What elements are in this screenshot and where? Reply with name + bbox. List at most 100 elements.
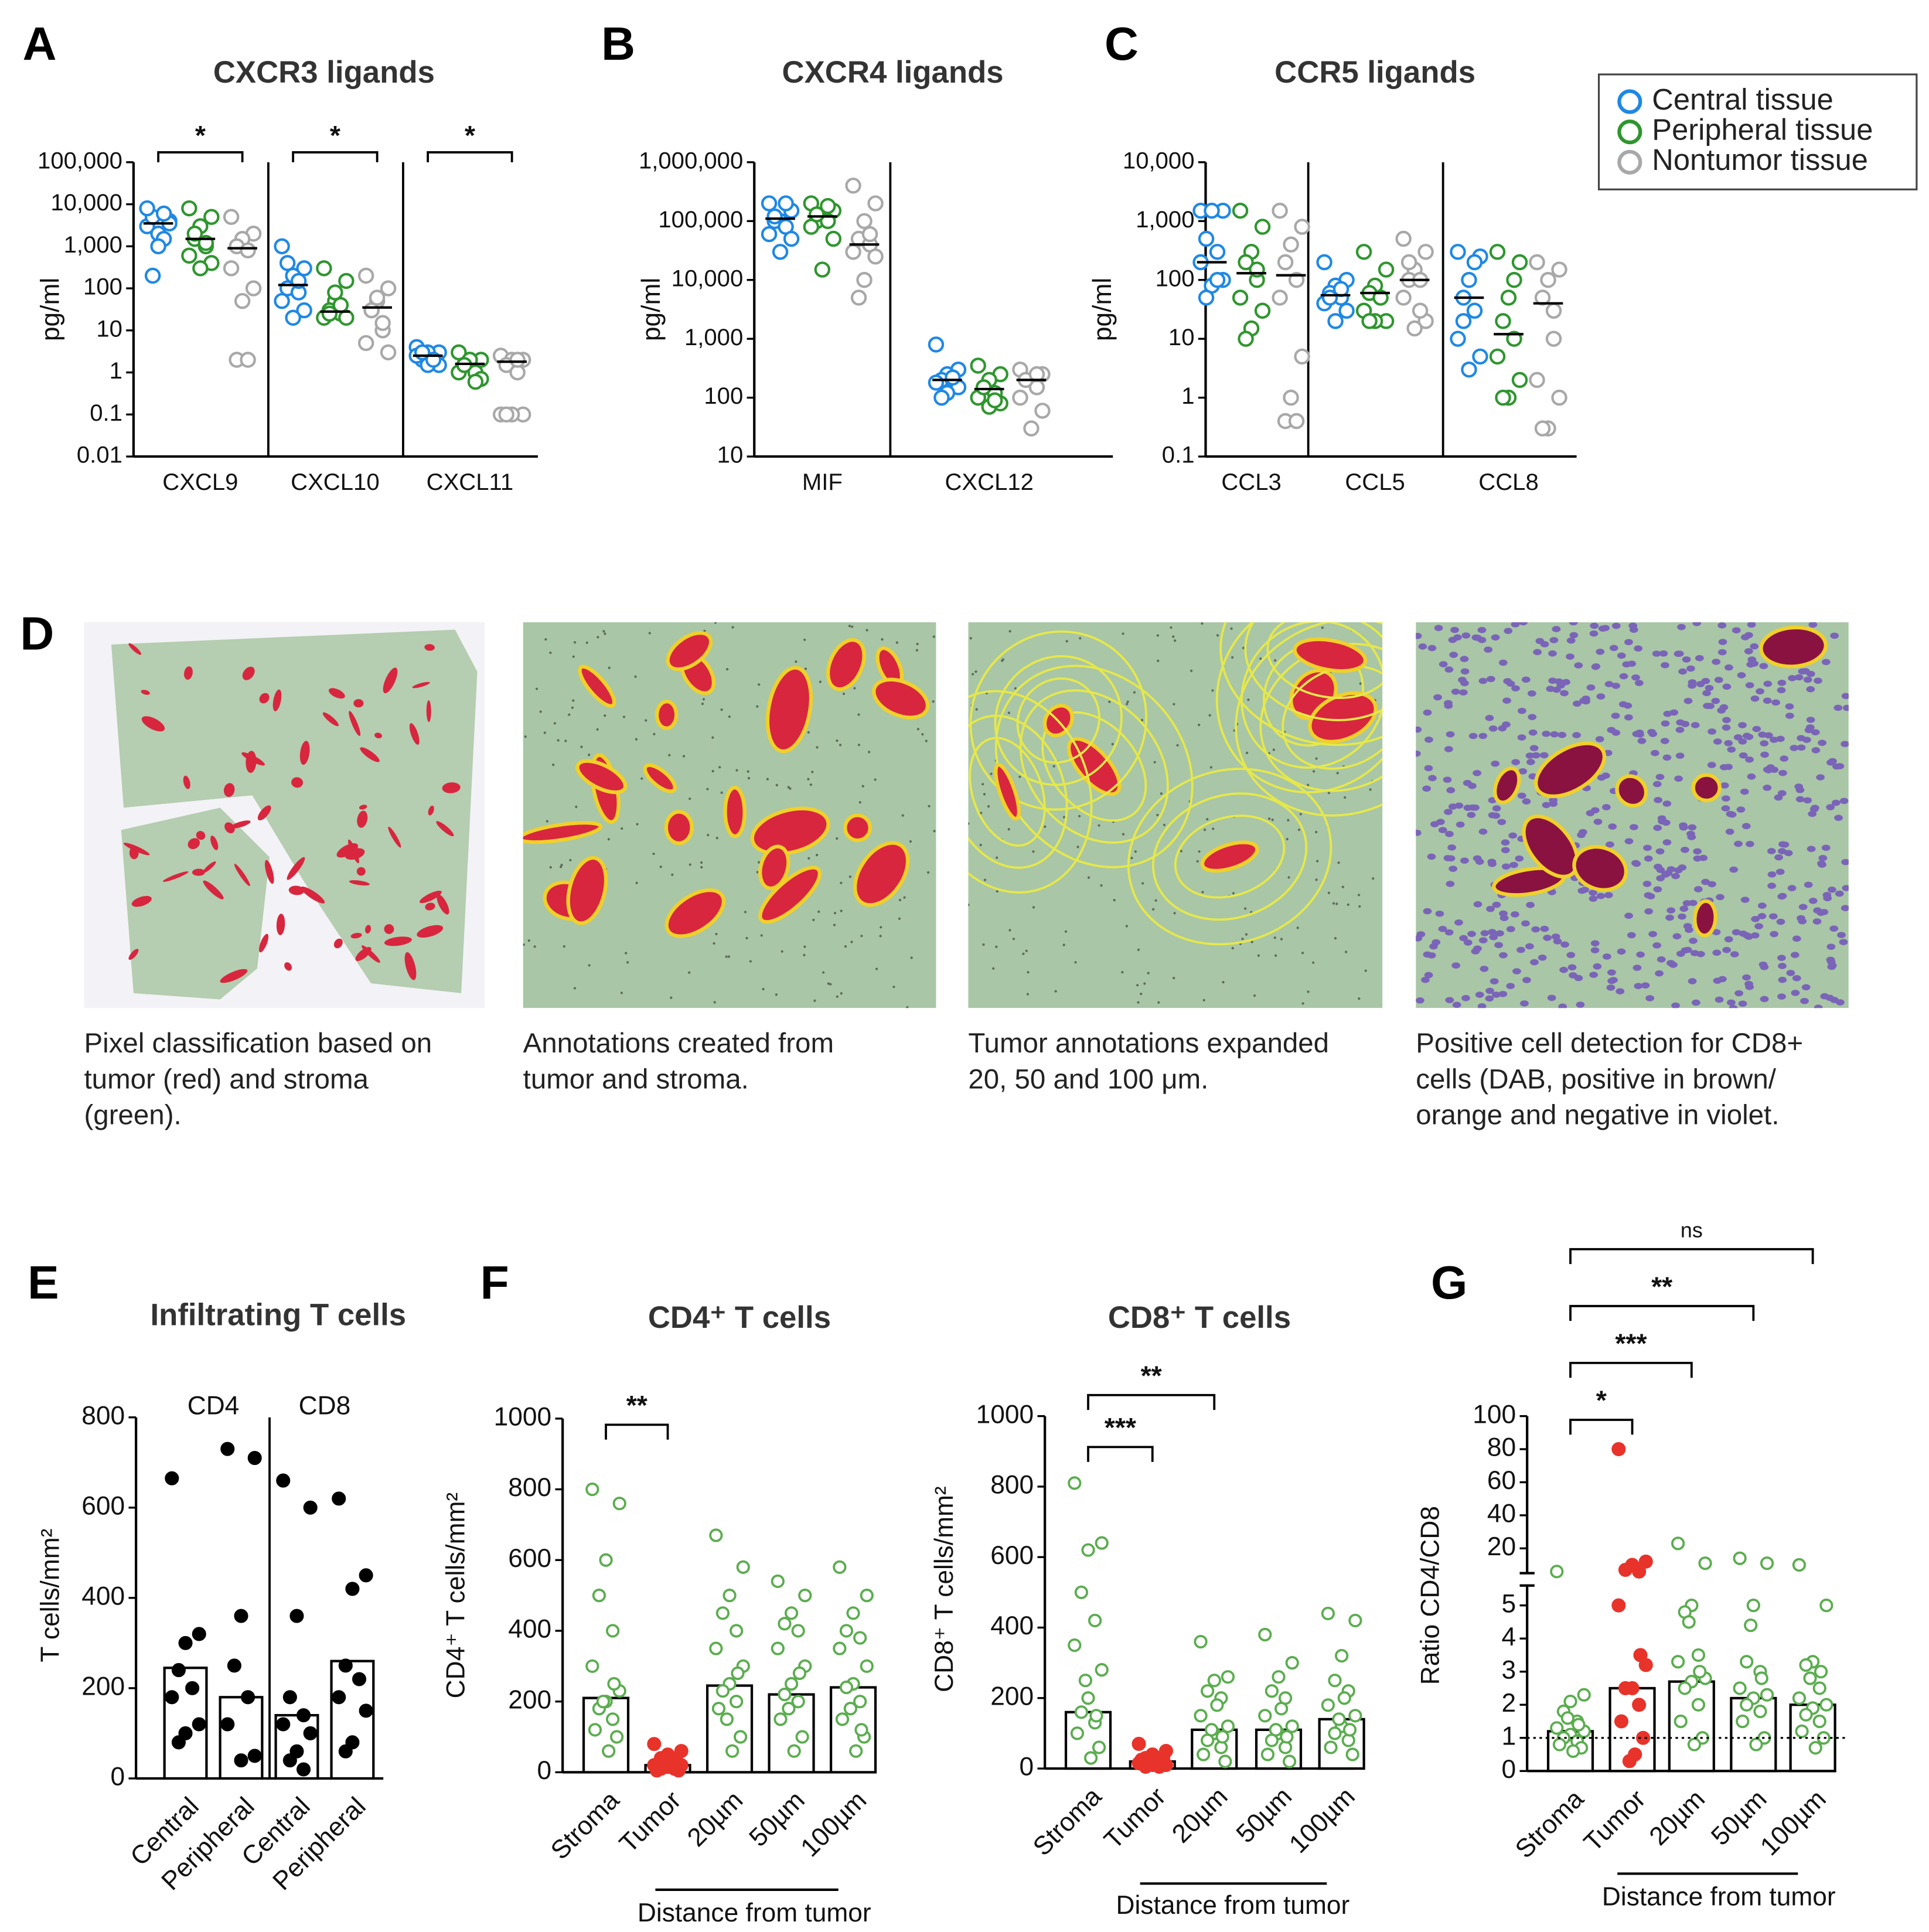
data-point xyxy=(715,1606,730,1620)
data-point xyxy=(1406,320,1423,337)
data-point xyxy=(1633,1648,1648,1662)
tumor-region xyxy=(843,813,872,843)
negative-cell xyxy=(1446,855,1456,862)
speck xyxy=(573,987,577,990)
negative-cell xyxy=(1750,695,1760,702)
y-tick-label: 100 xyxy=(1156,265,1195,291)
speck xyxy=(653,732,656,735)
speck xyxy=(720,708,723,711)
negative-cell xyxy=(1499,910,1508,917)
speck xyxy=(1001,658,1005,661)
negative-cell xyxy=(1461,632,1471,639)
data-point xyxy=(1819,1698,1833,1712)
data-point xyxy=(849,1744,863,1758)
speck xyxy=(1160,792,1163,795)
negative-cell xyxy=(1438,925,1447,932)
speck xyxy=(1054,990,1057,993)
negative-cell xyxy=(1559,966,1569,973)
negative-cell xyxy=(1722,946,1732,953)
data-point xyxy=(274,292,290,309)
speck xyxy=(1245,933,1248,936)
negative-cell xyxy=(1826,956,1835,963)
x-tick-label: MIF xyxy=(802,469,843,495)
data-point xyxy=(338,272,355,289)
data-point xyxy=(369,289,386,306)
data-point xyxy=(1812,1681,1826,1695)
negative-cell xyxy=(1473,901,1482,908)
data-point xyxy=(1034,403,1051,419)
data-point xyxy=(784,1677,799,1691)
x-tick-label: CCL5 xyxy=(1345,469,1405,495)
speck xyxy=(711,736,714,739)
speck xyxy=(979,843,982,847)
tumor-region xyxy=(1293,637,1368,673)
data-point xyxy=(1740,1698,1754,1712)
negative-cell xyxy=(1736,806,1746,813)
tumor-region xyxy=(664,810,694,846)
data-point xyxy=(139,200,155,217)
negative-cell xyxy=(1758,961,1768,968)
data-point xyxy=(722,1589,737,1603)
speck xyxy=(1172,635,1175,638)
speck xyxy=(689,797,691,800)
data-point xyxy=(332,297,349,314)
speck xyxy=(1065,640,1068,643)
speck xyxy=(1327,791,1330,795)
speck xyxy=(811,771,814,774)
negative-cell xyxy=(1713,977,1722,984)
speck xyxy=(1064,930,1068,933)
negative-cell xyxy=(1717,649,1727,656)
data-point xyxy=(345,1735,360,1750)
negative-cell xyxy=(1661,662,1669,669)
tumor-region xyxy=(417,925,444,938)
negative-cell xyxy=(1526,759,1535,765)
speck xyxy=(1062,816,1066,819)
significance-bracket xyxy=(1569,1304,1755,1321)
data-point xyxy=(1260,1747,1275,1761)
data-point xyxy=(596,1695,610,1709)
speck xyxy=(1108,700,1111,703)
speck xyxy=(840,881,843,884)
speck xyxy=(839,744,842,747)
caption-line: (green). xyxy=(84,1099,181,1130)
data-point xyxy=(1550,1565,1564,1579)
speck xyxy=(1332,902,1335,905)
speck xyxy=(1032,906,1035,909)
negative-cell xyxy=(1742,974,1751,981)
negative-cell xyxy=(1416,829,1422,836)
speck xyxy=(874,778,877,781)
tumor-region xyxy=(284,962,292,971)
negative-cell xyxy=(1798,904,1808,910)
negative-cell xyxy=(1662,754,1672,761)
data-point xyxy=(820,197,836,214)
negative-cell xyxy=(1690,950,1699,956)
speck xyxy=(833,912,837,915)
data-point xyxy=(833,1641,847,1655)
data-point xyxy=(380,344,397,361)
caption-line: 20, 50 and 100 μm. xyxy=(968,1064,1208,1095)
tumor-region xyxy=(328,688,345,699)
data-point xyxy=(1799,1658,1813,1672)
speck xyxy=(807,857,810,860)
data-point xyxy=(1618,1562,1633,1577)
speck xyxy=(1125,925,1128,928)
bar xyxy=(829,1686,877,1774)
negative-cell xyxy=(1562,679,1570,686)
negative-cell xyxy=(1809,806,1819,813)
significance-label: ** xyxy=(1141,1360,1163,1391)
speck xyxy=(1358,905,1361,908)
speck xyxy=(916,728,919,731)
speck xyxy=(645,719,647,722)
data-point xyxy=(766,208,783,225)
data-point xyxy=(1081,1691,1095,1705)
negative-cell xyxy=(1490,978,1499,984)
y-tick-label: 400 xyxy=(81,1582,125,1611)
negative-cell xyxy=(1478,828,1488,835)
data-point xyxy=(1563,1694,1577,1709)
speck xyxy=(1231,656,1234,659)
negative-cell xyxy=(1609,645,1618,652)
negative-cell xyxy=(1734,990,1744,997)
data-point xyxy=(1205,1723,1219,1737)
data-point xyxy=(1795,1724,1809,1739)
data-point xyxy=(1355,244,1372,260)
